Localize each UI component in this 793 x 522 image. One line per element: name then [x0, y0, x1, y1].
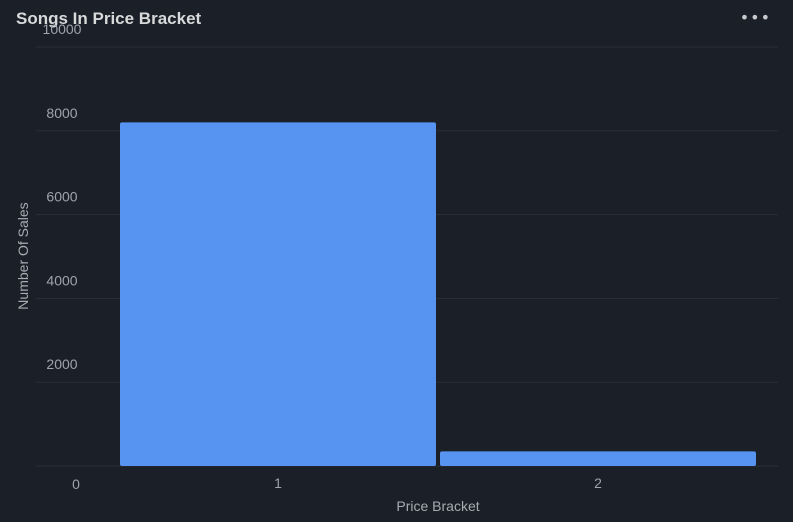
bars — [120, 122, 756, 467]
bar-1[interactable] — [120, 122, 436, 467]
y-tick-label: 2000 — [46, 356, 77, 372]
x-tick-label: 2 — [594, 475, 602, 491]
x-tick-label: 1 — [274, 475, 282, 491]
y-tick-label: 4000 — [46, 272, 77, 288]
panel-title: Songs In Price Bracket — [16, 9, 202, 28]
x-axis-label: Price Bracket — [396, 498, 479, 514]
y-tick-label: 0 — [72, 476, 80, 492]
y-tick-label: 10000 — [43, 21, 82, 37]
y-tick-label: 6000 — [46, 189, 77, 205]
bar-2[interactable] — [440, 451, 756, 466]
y-axis-label: Number Of Sales — [15, 202, 31, 309]
y-axis-ticks: 0 2000 4000 6000 8000 10000 — [43, 21, 82, 492]
y-tick-label: 8000 — [46, 105, 77, 121]
ellipsis-icon[interactable]: ••• — [739, 8, 771, 27]
